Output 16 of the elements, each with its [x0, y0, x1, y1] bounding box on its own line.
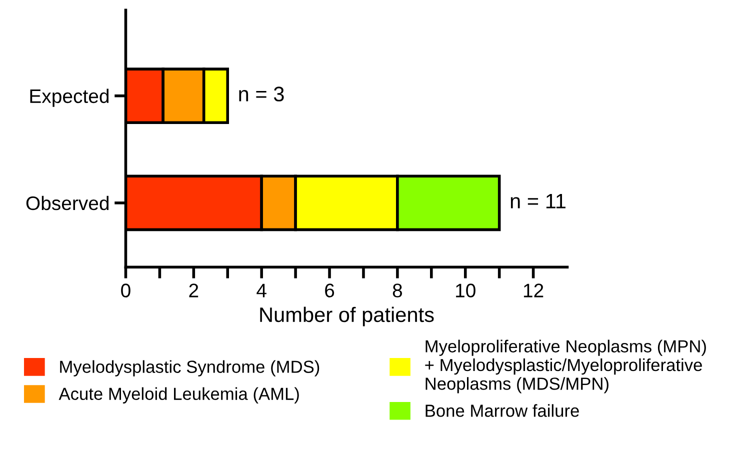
- x-tick-label: 10: [456, 284, 476, 298]
- legend-label: Myelodysplastic Syndrome (MDS): [60, 360, 320, 376]
- legend-label: Acute Myeloid Leukemia (AML): [58, 387, 299, 404]
- total-label: n = 11: [510, 194, 566, 208]
- x-tick-label: 6: [325, 284, 334, 298]
- y-tick-label: Expected: [30, 88, 109, 107]
- legend-label: Bone Marrow failure: [426, 404, 579, 417]
- x-tick-label: 2: [189, 284, 198, 298]
- total-label: n = 3: [239, 86, 284, 102]
- x-tick-label: 12: [524, 284, 544, 298]
- x-tick-label: 0: [121, 284, 130, 298]
- x-axis-title: Number of patients: [260, 306, 434, 326]
- x-tick-label: 4: [256, 284, 266, 298]
- x-tick-label: 8: [392, 284, 402, 298]
- y-tick-label: Observed: [26, 196, 109, 210]
- legend-label: Myeloproliferative Neoplasms (MPN) + Myelodysplastic/Myeloproliferative Neoplasms (MDS/MPN): [425, 340, 706, 394]
